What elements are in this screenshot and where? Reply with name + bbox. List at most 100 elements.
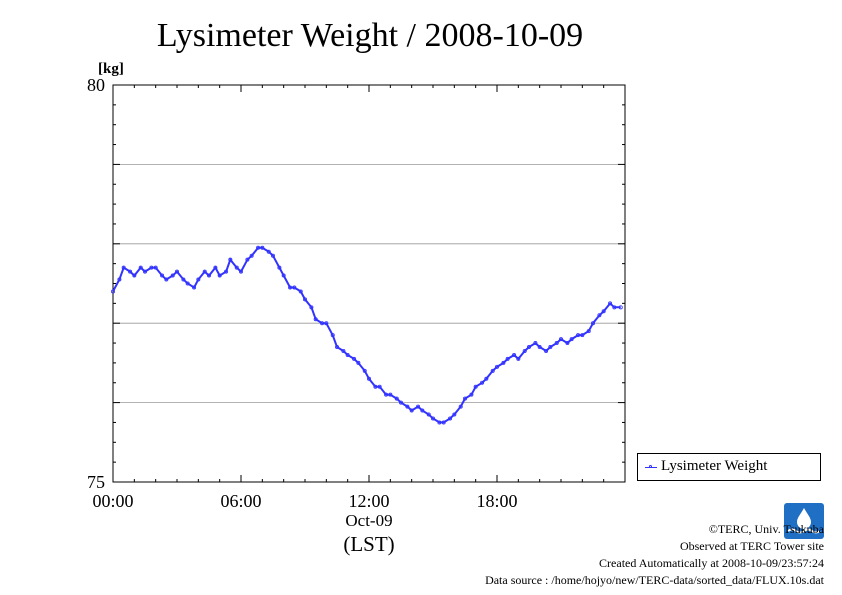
data-point [473, 384, 478, 389]
data-point [313, 317, 318, 322]
data-point [548, 345, 553, 350]
data-point [398, 400, 403, 405]
data-point [458, 404, 463, 409]
data-point [117, 277, 122, 282]
data-point [618, 305, 623, 310]
data-point [580, 333, 585, 338]
data-point [277, 265, 282, 270]
data-point [320, 321, 325, 326]
legend-label: Lysimeter Weight [661, 458, 768, 474]
series-lysimeter-weight [111, 245, 623, 425]
data-point [217, 273, 222, 278]
data-point [416, 404, 421, 409]
data-point [185, 281, 190, 286]
data-point [192, 285, 197, 290]
data-point [441, 420, 446, 425]
data-point [484, 376, 489, 381]
data-point [334, 345, 339, 350]
data-point [352, 356, 357, 361]
data-point [128, 269, 133, 274]
data-point [480, 380, 485, 385]
data-point [448, 416, 453, 421]
data-point [206, 273, 211, 278]
data-point [494, 364, 499, 369]
data-point [591, 321, 596, 326]
data-point [174, 269, 179, 274]
data-point [234, 265, 239, 270]
data-point [298, 289, 303, 294]
data-point [160, 273, 165, 278]
data-point [249, 253, 254, 258]
data-point [256, 245, 261, 250]
data-point [228, 257, 233, 262]
data-point [430, 416, 435, 421]
data-point [142, 269, 147, 274]
data-point [384, 392, 389, 397]
y-axis-unit-label: [kg] [98, 61, 124, 77]
data-point [281, 273, 286, 278]
data-point [554, 341, 559, 346]
data-point [597, 313, 602, 318]
data-point [111, 289, 116, 294]
axis-ticks [112, 84, 626, 483]
x-tick-label: 06:00 [220, 491, 261, 511]
credit-created: Created Automatically at 2008-10-09/23:5… [599, 556, 824, 570]
data-point [409, 408, 414, 413]
credit-observed: Observed at TERC Tower site [679, 539, 824, 553]
data-point [164, 277, 169, 282]
data-point [388, 392, 393, 397]
data-point [149, 265, 154, 270]
legend-marker-swatch [649, 465, 652, 468]
data-point [516, 356, 521, 361]
data-point [330, 333, 335, 338]
date-label: Oct-09 [345, 511, 392, 530]
x-tick-label: 18:00 [476, 491, 517, 511]
series-line [112, 246, 621, 424]
data-point [181, 277, 186, 282]
data-point [501, 360, 506, 365]
data-point [132, 273, 137, 278]
data-point [394, 396, 399, 401]
y-tick-label: 75 [87, 472, 105, 492]
data-point [420, 408, 425, 413]
grid-lines [113, 163, 625, 404]
data-point [196, 277, 201, 282]
data-point [490, 368, 495, 373]
data-point [544, 348, 549, 353]
data-point [373, 384, 378, 389]
credit-source: Data source : /home/hojyo/new/TERC-data/… [485, 573, 824, 587]
y-tick-label: 80 [87, 75, 105, 95]
data-point [527, 345, 532, 350]
data-point [302, 297, 307, 302]
data-point [576, 333, 581, 338]
data-point [270, 253, 275, 258]
data-point [405, 404, 410, 409]
data-point [362, 368, 367, 373]
data-point [462, 396, 467, 401]
data-point [569, 337, 574, 342]
data-point [260, 245, 265, 250]
credit-copyright: ©TERC, Univ. Tsukuba [708, 522, 824, 536]
x-tick-labels: 00:00 06:00 12:00 18:00 [92, 491, 517, 511]
data-point [356, 360, 361, 365]
data-point [121, 265, 126, 270]
x-axis-label: (LST) [343, 532, 394, 556]
data-point [202, 269, 207, 274]
data-point [505, 356, 510, 361]
data-point [426, 412, 431, 417]
data-point [533, 341, 538, 346]
data-point [266, 249, 271, 254]
data-point [565, 341, 570, 346]
data-point [377, 384, 382, 389]
chart-title: Lysimeter Weight / 2008-10-09 [157, 17, 583, 54]
x-tick-label: 12:00 [348, 491, 389, 511]
plot-frame [112, 84, 626, 483]
data-point [309, 305, 314, 310]
data-point [213, 265, 218, 270]
data-point [559, 337, 564, 342]
data-point [601, 309, 606, 314]
data-point [437, 420, 442, 425]
data-point [341, 348, 346, 353]
terc-logo-icon [784, 503, 824, 539]
